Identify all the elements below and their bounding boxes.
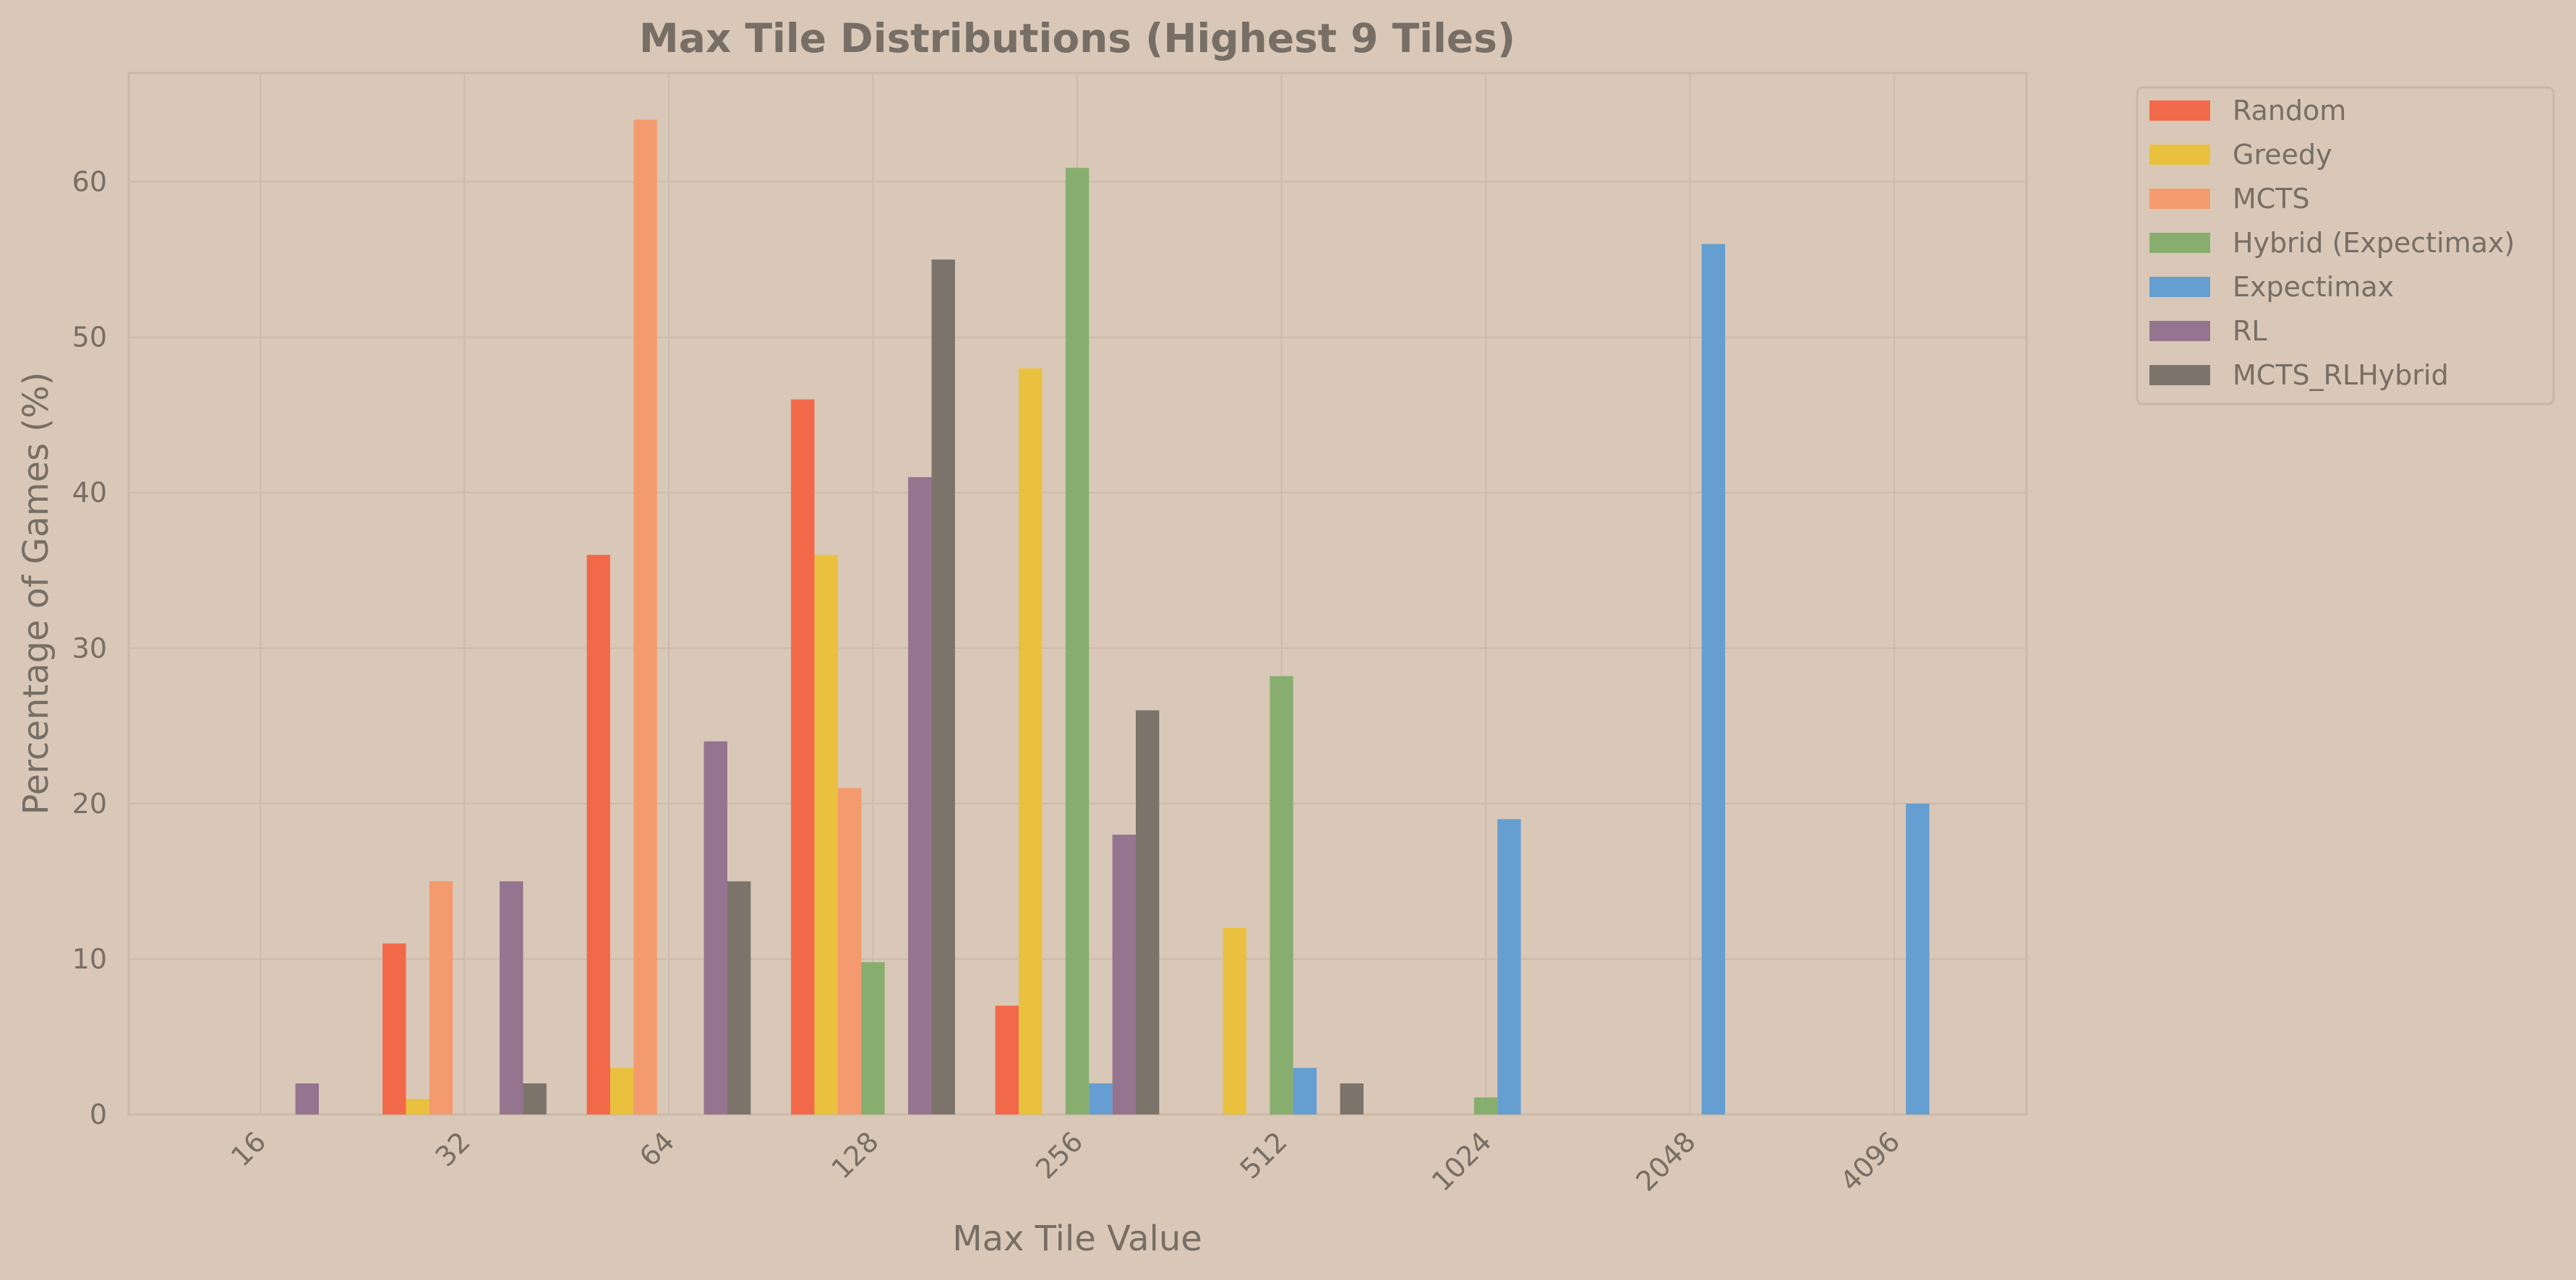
y-tick-label: 20 bbox=[72, 788, 107, 820]
legend-swatch bbox=[2149, 365, 2210, 385]
bar-expectimax-1024 bbox=[1497, 819, 1521, 1114]
legend-box bbox=[2136, 86, 2555, 405]
legend-items: Random Greedy MCTS Hybrid (Expectimax) Expec… bbox=[2149, 95, 2515, 391]
x-tick-label: 2048 bbox=[1630, 1125, 1702, 1198]
x-tick-label: 4096 bbox=[1834, 1125, 1907, 1198]
bar-mcts-32 bbox=[429, 881, 453, 1114]
y-tick-label: 10 bbox=[72, 943, 107, 975]
y-tick-label: 50 bbox=[72, 322, 107, 353]
bar-random-256 bbox=[995, 1005, 1019, 1114]
legend-label: Random bbox=[2233, 95, 2346, 126]
bars bbox=[295, 119, 1930, 1115]
legend-label: MCTS bbox=[2233, 183, 2310, 215]
x-tick-label: 256 bbox=[1030, 1125, 1089, 1185]
x-tick-label: 128 bbox=[825, 1125, 884, 1185]
legend-swatch bbox=[2149, 189, 2210, 209]
bar-random-128 bbox=[791, 399, 815, 1114]
bar-mcts-rlhybrid-128 bbox=[931, 259, 955, 1114]
legend-label: RL bbox=[2233, 315, 2267, 347]
bar-random-64 bbox=[586, 554, 610, 1114]
bar-hybrid-expectimax-128 bbox=[861, 962, 885, 1114]
bar-rl-256 bbox=[1112, 834, 1136, 1114]
x-tick-label: 32 bbox=[429, 1125, 476, 1172]
bar-expectimax-4096 bbox=[1906, 803, 1930, 1114]
legend-label: Expectimax bbox=[2233, 271, 2394, 303]
legend-label: Greedy bbox=[2233, 139, 2332, 171]
legend-swatch bbox=[2149, 233, 2210, 253]
x-tick-label: 64 bbox=[633, 1125, 680, 1172]
legend: Random Greedy MCTS Hybrid (Expectimax) Expec… bbox=[2136, 86, 2555, 405]
x-tick-label: 16 bbox=[225, 1125, 272, 1172]
bar-mcts-rlhybrid-64 bbox=[727, 881, 751, 1114]
legend-swatch bbox=[2149, 321, 2210, 341]
legend-swatch bbox=[2149, 277, 2210, 297]
legend-label: Hybrid (Expectimax) bbox=[2233, 227, 2515, 259]
bar-rl-64 bbox=[703, 741, 727, 1114]
bar-mcts-rlhybrid-256 bbox=[1136, 710, 1160, 1114]
bar-rl-128 bbox=[908, 477, 932, 1114]
x-tick-label: 1024 bbox=[1426, 1125, 1498, 1198]
bar-mcts-rlhybrid-32 bbox=[523, 1083, 547, 1114]
bar-expectimax-2048 bbox=[1701, 244, 1726, 1115]
legend-swatch bbox=[2149, 145, 2210, 165]
bar-mcts-128 bbox=[837, 788, 862, 1114]
x-tick-label: 512 bbox=[1233, 1125, 1293, 1185]
bar-greedy-256 bbox=[1019, 368, 1043, 1114]
bar-rl-32 bbox=[500, 881, 523, 1114]
bar-greedy-64 bbox=[610, 1068, 634, 1114]
bar-mcts-64 bbox=[633, 119, 657, 1115]
y-tick-label: 0 bbox=[90, 1099, 107, 1130]
bar-hybrid-expectimax-1024 bbox=[1473, 1097, 1498, 1114]
bar-hybrid-expectimax-512 bbox=[1270, 676, 1293, 1114]
bar-greedy-512 bbox=[1223, 927, 1246, 1114]
bar-rl-16 bbox=[295, 1083, 319, 1114]
x-axis-label: Max Tile Value bbox=[952, 1219, 1202, 1259]
bar-expectimax-512 bbox=[1293, 1068, 1317, 1114]
chart-title: Max Tile Distributions (Highest 9 Tiles) bbox=[639, 15, 1515, 61]
legend-label: MCTS_RLHybrid bbox=[2233, 359, 2449, 391]
legend-swatch bbox=[2149, 100, 2210, 121]
y-tick-label: 40 bbox=[72, 477, 107, 509]
bar-hybrid-expectimax-256 bbox=[1065, 168, 1090, 1114]
y-tick-label: 60 bbox=[72, 166, 107, 198]
bar-greedy-32 bbox=[406, 1099, 429, 1114]
bar-random-32 bbox=[382, 943, 406, 1114]
y-axis-label: Percentage of Games (%) bbox=[16, 371, 56, 815]
bar-expectimax-256 bbox=[1089, 1083, 1113, 1114]
bar-greedy-128 bbox=[814, 554, 838, 1114]
bar-mcts-rlhybrid-512 bbox=[1340, 1083, 1364, 1114]
y-tick-label: 30 bbox=[72, 632, 107, 664]
